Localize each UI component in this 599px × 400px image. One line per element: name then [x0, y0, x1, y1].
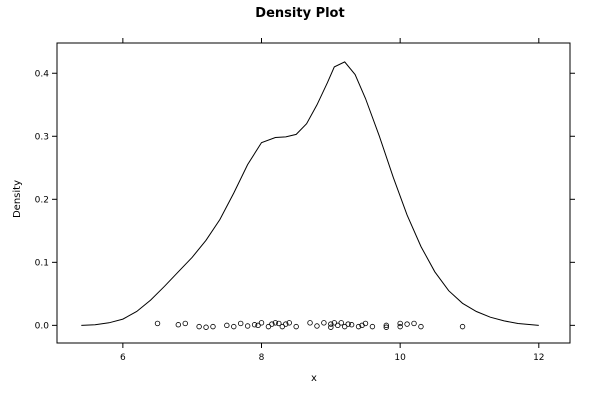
x-tick-label: 8 [259, 353, 265, 363]
data-point [411, 320, 417, 327]
data-point [224, 322, 230, 329]
x-axis: 6 8 10 12 [120, 38, 545, 363]
data-point [251, 322, 258, 328]
y-tick-label: 0.3 [35, 132, 49, 142]
x-tick-label: 6 [120, 353, 126, 363]
data-point [383, 322, 389, 329]
data-point [244, 323, 251, 329]
data-point [279, 323, 286, 330]
data-point [355, 323, 362, 330]
data-point [341, 323, 348, 330]
data-point [238, 320, 244, 327]
data-point [348, 322, 355, 328]
data-point [182, 320, 188, 327]
data-point [328, 324, 334, 330]
plot-frame [56, 42, 571, 344]
data-point [383, 324, 389, 330]
y-tick-label: 0.2 [35, 195, 49, 205]
data-point [345, 321, 351, 327]
data-point [331, 320, 337, 326]
data-point [286, 320, 292, 326]
data-point [335, 322, 341, 329]
data-point [293, 323, 299, 330]
data-point [272, 320, 279, 326]
data-point [369, 323, 376, 330]
data-point [459, 323, 466, 330]
data-point [328, 321, 334, 327]
y-tick-label: 0.1 [35, 258, 49, 268]
density-curve [81, 61, 539, 326]
data-point [307, 320, 313, 326]
data-point [397, 320, 403, 327]
data-point [321, 320, 327, 326]
y-axis-label: Density [12, 180, 23, 218]
data-points [154, 320, 466, 330]
data-point [175, 322, 182, 328]
data-point [404, 321, 410, 327]
y-tick-label: 0.4 [35, 69, 50, 79]
data-point [231, 323, 237, 330]
data-point [314, 323, 320, 329]
data-point [338, 320, 344, 326]
y-axis: 0.0 0.1 0.2 0.3 0.4 [35, 69, 575, 331]
data-point [258, 320, 265, 326]
data-point [154, 320, 161, 327]
data-point [203, 324, 209, 330]
data-point [283, 321, 289, 327]
data-point [362, 320, 369, 327]
data-point [269, 321, 275, 327]
y-tick-label: 0.0 [35, 321, 50, 331]
data-point [210, 323, 216, 330]
x-tick-label: 12 [533, 353, 544, 363]
data-point [265, 323, 272, 330]
data-point [196, 323, 202, 330]
data-point [276, 320, 282, 327]
x-axis-label: x [311, 373, 317, 384]
data-point [397, 323, 403, 330]
data-point [418, 323, 424, 330]
data-point [255, 322, 261, 329]
chart-title: Density Plot [255, 6, 344, 21]
x-tick-label: 10 [394, 353, 406, 363]
